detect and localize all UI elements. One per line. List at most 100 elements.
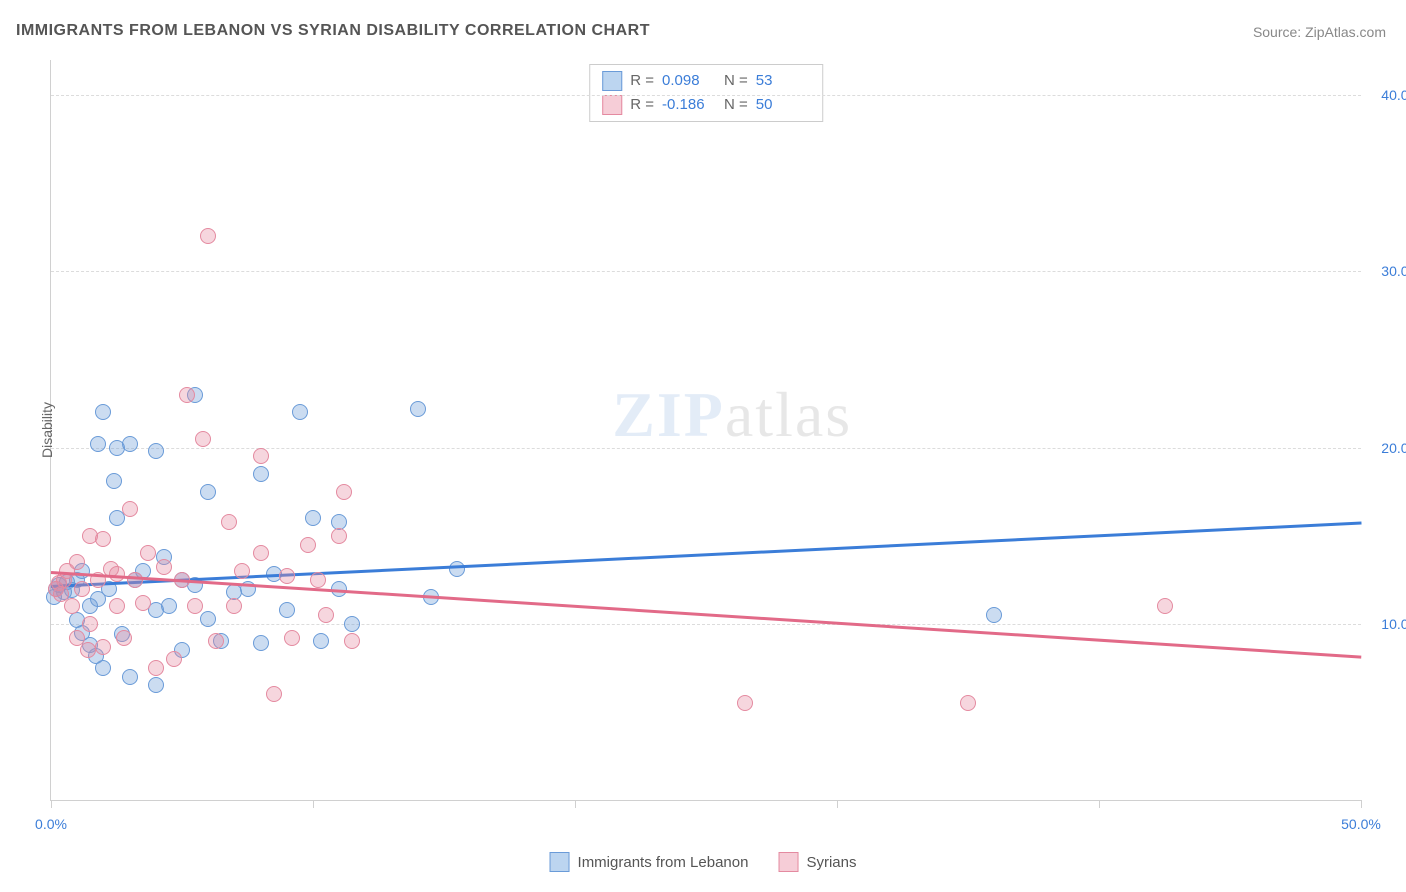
data-point: [960, 695, 976, 711]
data-point: [200, 228, 216, 244]
data-point: [166, 651, 182, 667]
data-point: [253, 635, 269, 651]
scatter-chart: Disability ZIPatlas R =0.098N =53R =-0.1…: [50, 60, 1361, 801]
legend-label: Immigrants from Lebanon: [578, 854, 749, 871]
data-point: [410, 401, 426, 417]
x-tick: [1099, 800, 1100, 808]
stats-legend-row: R = -0.186 N = 50: [602, 93, 810, 117]
data-point: [1157, 598, 1173, 614]
data-point: [305, 510, 321, 526]
data-point: [344, 616, 360, 632]
data-point: [331, 528, 347, 544]
data-point: [161, 598, 177, 614]
trend-line: [51, 522, 1361, 588]
x-tick: [313, 800, 314, 808]
stat-R-label: R =: [630, 69, 654, 93]
stat-R-value: -0.186: [662, 93, 716, 117]
data-point: [95, 639, 111, 655]
data-point: [187, 598, 203, 614]
data-point: [737, 695, 753, 711]
y-axis-title: Disability: [39, 402, 55, 458]
y-tick-label: 20.0%: [1366, 440, 1406, 456]
data-point: [200, 611, 216, 627]
stat-N-label: N =: [724, 93, 748, 117]
x-tick-label: 0.0%: [35, 816, 67, 832]
data-point: [221, 514, 237, 530]
trend-line: [51, 571, 1361, 658]
x-tick: [51, 800, 52, 808]
y-tick-label: 30.0%: [1366, 263, 1406, 279]
data-point: [140, 545, 156, 561]
data-point: [279, 568, 295, 584]
bottom-legend: Immigrants from Lebanon Syrians: [550, 852, 857, 872]
legend-swatch: [550, 852, 570, 872]
data-point: [109, 598, 125, 614]
data-point: [148, 443, 164, 459]
data-point: [344, 633, 360, 649]
data-point: [122, 669, 138, 685]
data-point: [148, 660, 164, 676]
grid-line: [51, 448, 1361, 449]
data-point: [226, 598, 242, 614]
legend-swatch: [602, 71, 622, 91]
data-point: [106, 473, 122, 489]
data-point: [135, 595, 151, 611]
data-point: [318, 607, 334, 623]
grid-line: [51, 271, 1361, 272]
data-point: [116, 630, 132, 646]
data-point: [310, 572, 326, 588]
data-point: [64, 598, 80, 614]
data-point: [95, 660, 111, 676]
stat-N-value: 53: [756, 69, 810, 93]
stat-N-label: N =: [724, 69, 748, 93]
data-point: [179, 387, 195, 403]
data-point: [300, 537, 316, 553]
data-point: [69, 554, 85, 570]
data-point: [195, 431, 211, 447]
stats-legend-row: R =0.098N =53: [602, 69, 810, 93]
data-point: [95, 531, 111, 547]
x-tick: [1361, 800, 1362, 808]
legend-swatch: [778, 852, 798, 872]
stat-R-label: R =: [630, 93, 654, 117]
data-point: [208, 633, 224, 649]
data-point: [336, 484, 352, 500]
data-point: [313, 633, 329, 649]
stats-legend: R =0.098N =53R =-0.186N =50: [589, 64, 823, 122]
data-point: [449, 561, 465, 577]
page-title: IMMIGRANTS FROM LEBANON VS SYRIAN DISABI…: [16, 22, 650, 40]
legend-label: Syrians: [806, 854, 856, 871]
y-tick-label: 10.0%: [1366, 616, 1406, 632]
data-point: [156, 559, 172, 575]
x-tick: [837, 800, 838, 808]
x-tick: [575, 800, 576, 808]
data-point: [253, 545, 269, 561]
data-point: [74, 581, 90, 597]
grid-line: [51, 95, 1361, 96]
data-point: [292, 404, 308, 420]
source-credit: Source: ZipAtlas.com: [1253, 24, 1386, 40]
data-point: [95, 404, 111, 420]
data-point: [82, 616, 98, 632]
watermark: ZIPatlas: [612, 378, 852, 452]
watermark-zip: ZIP: [612, 379, 725, 450]
data-point: [253, 448, 269, 464]
data-point: [284, 630, 300, 646]
data-point: [279, 602, 295, 618]
data-point: [234, 563, 250, 579]
data-point: [122, 501, 138, 517]
y-tick-label: 40.0%: [1366, 87, 1406, 103]
data-point: [90, 436, 106, 452]
data-point: [148, 677, 164, 693]
data-point: [127, 572, 143, 588]
watermark-atlas: atlas: [725, 379, 852, 450]
legend-item: Syrians: [778, 852, 856, 872]
data-point: [80, 642, 96, 658]
grid-line: [51, 624, 1361, 625]
x-tick-label: 50.0%: [1341, 816, 1381, 832]
data-point: [986, 607, 1002, 623]
legend-swatch: [602, 95, 622, 115]
legend-item: Immigrants from Lebanon: [550, 852, 749, 872]
data-point: [122, 436, 138, 452]
stat-N-value: 50: [756, 93, 810, 117]
